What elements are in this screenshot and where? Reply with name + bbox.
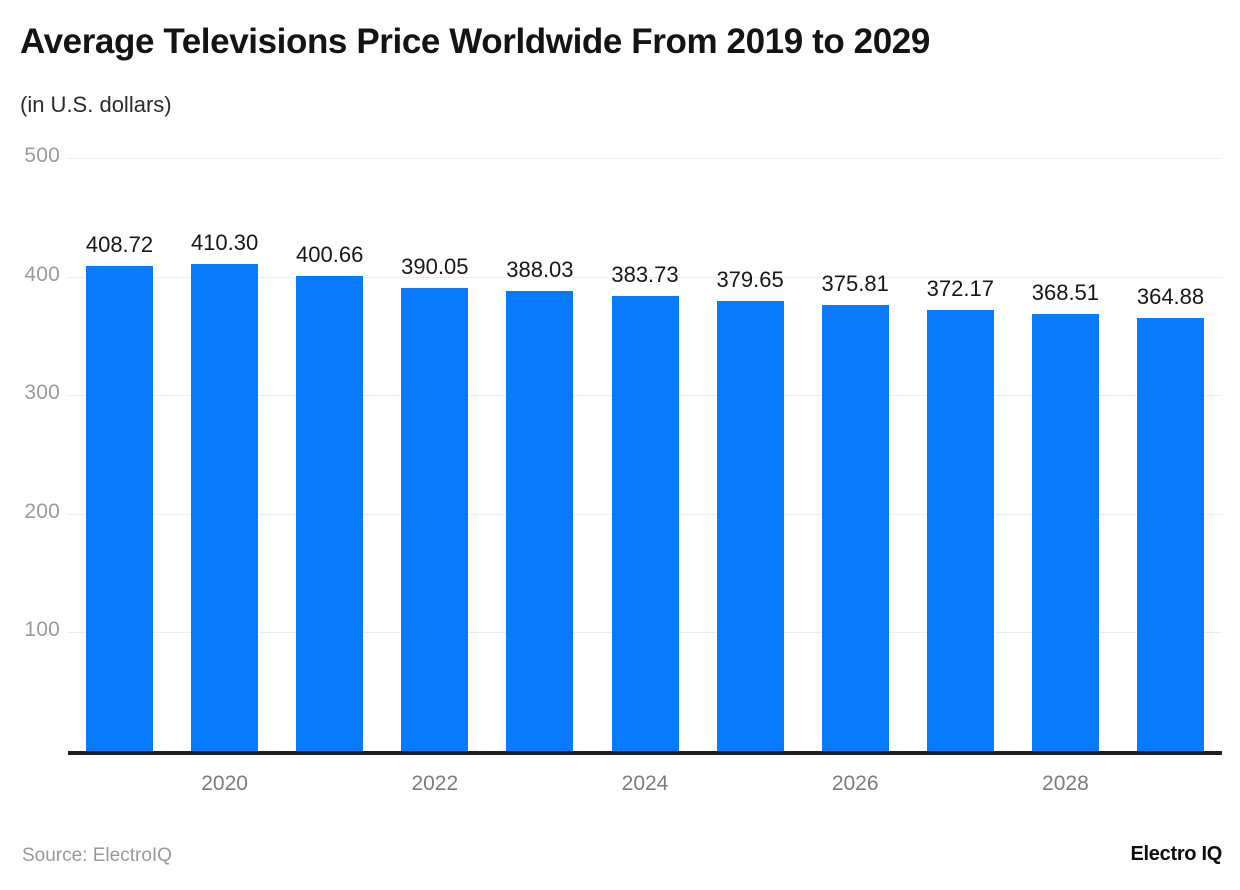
page-title: Average Televisions Price Worldwide From… <box>20 22 930 61</box>
bar[interactable] <box>821 305 889 751</box>
bar-value-label: 400.66 <box>296 241 364 267</box>
bar-value-label: 408.72 <box>85 232 154 258</box>
x-axis-tick-label: 2024 <box>621 772 669 795</box>
bar-value-label: 383.73 <box>611 261 679 287</box>
bar[interactable] <box>506 290 574 751</box>
x-axis-tick-label: 2020 <box>201 772 248 795</box>
bar[interactable] <box>611 295 679 751</box>
bar-value-label: 364.88 <box>1136 284 1205 310</box>
bar[interactable] <box>716 300 784 751</box>
gridline <box>68 276 1222 278</box>
bar[interactable] <box>926 309 994 751</box>
chart-subtitle: (in U.S. dollars) <box>20 92 172 117</box>
y-axis-tick-label: 300 <box>24 381 60 405</box>
y-axis-tick-label: 100 <box>24 618 60 642</box>
y-axis-tick-label: 400 <box>24 262 60 286</box>
y-axis-tick-label: 500 <box>24 144 60 167</box>
bar-value-label: 390.05 <box>401 254 469 280</box>
bar-value-label: 375.81 <box>821 271 889 297</box>
x-axis-line <box>68 751 1222 755</box>
bar[interactable] <box>401 288 469 751</box>
bar-value-label: 410.30 <box>190 230 259 256</box>
brand-logo: Electro IQ <box>1130 843 1223 865</box>
bar-value-label: 379.65 <box>716 266 784 292</box>
bar-value-label: 368.51 <box>1031 279 1100 305</box>
bar[interactable] <box>296 275 364 751</box>
bar[interactable] <box>191 264 259 751</box>
bar[interactable] <box>86 266 153 751</box>
bar[interactable] <box>1031 313 1099 751</box>
bar-value-label: 372.17 <box>926 275 994 301</box>
gridline <box>68 158 1222 159</box>
x-axis-tick-label: 2022 <box>411 772 459 795</box>
source-note: Source: ElectroIQ <box>22 845 172 866</box>
x-axis-tick-label: 2028 <box>1042 772 1089 795</box>
x-axis-tick-label: 2026 <box>831 772 879 795</box>
y-axis-tick-label: 200 <box>24 499 60 523</box>
bar-value-label: 388.03 <box>506 256 574 282</box>
bar[interactable] <box>1137 318 1204 751</box>
